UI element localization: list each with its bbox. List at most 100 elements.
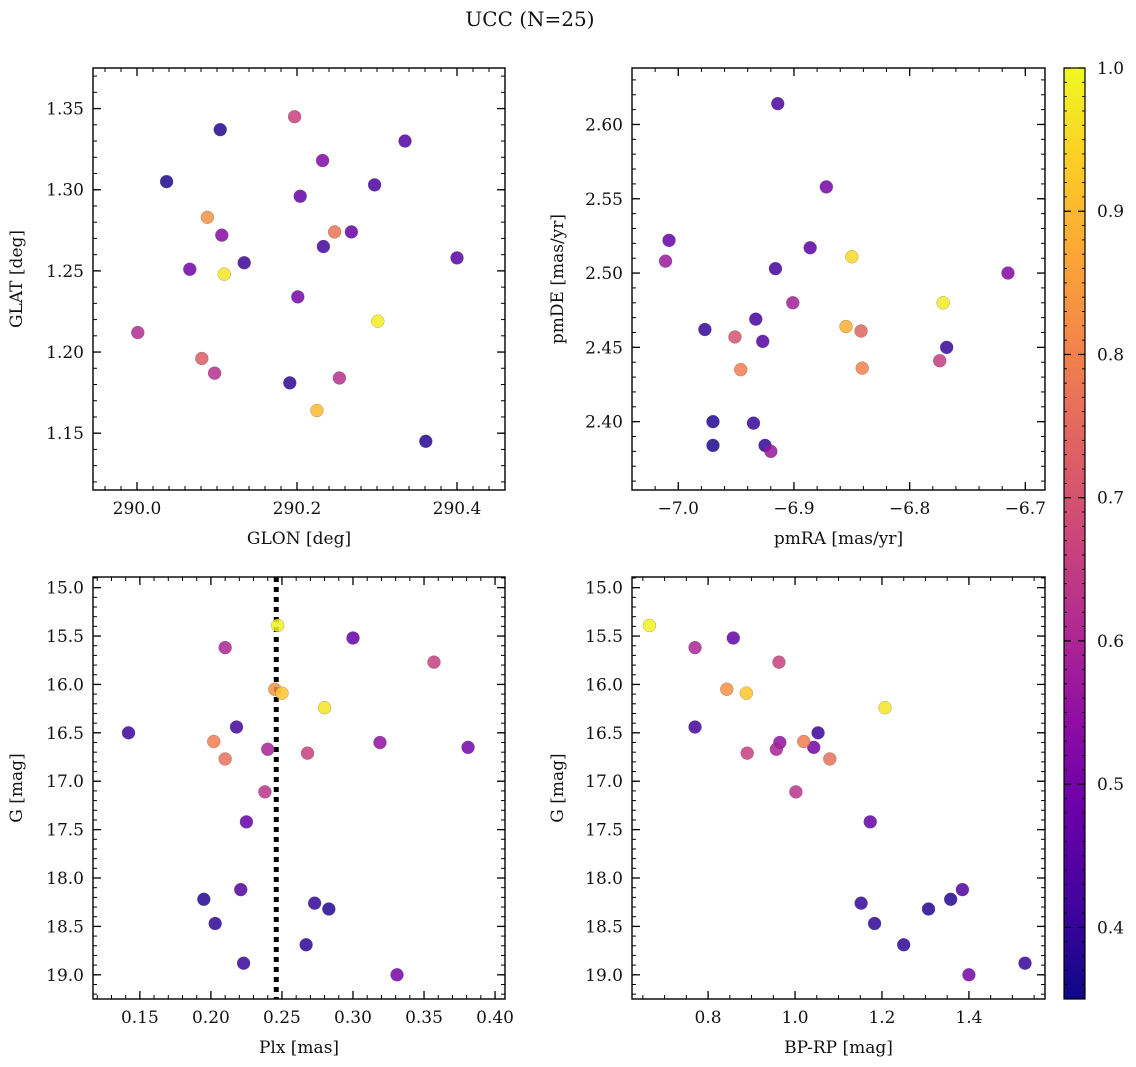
scatter-point	[398, 134, 412, 148]
scatter-point	[307, 896, 322, 910]
scatter-point	[371, 314, 385, 328]
scatter-point	[854, 896, 868, 910]
y-tick-label: 16.0	[585, 675, 623, 695]
scatter-point	[768, 261, 783, 276]
scatter-point	[373, 735, 387, 750]
scatter-point	[797, 734, 811, 749]
x-tick-label: −6.8	[889, 499, 930, 519]
x-tick-label: 0.20	[192, 1008, 230, 1028]
scatter-point	[688, 720, 702, 734]
scatter-point	[261, 742, 275, 756]
scatter-point	[218, 640, 232, 655]
y-tick-label: 15.5	[46, 627, 84, 647]
axes-frame	[92, 576, 506, 1000]
scatter-point	[315, 153, 330, 168]
y-tick-label: 16.0	[46, 675, 84, 695]
scatter-point	[215, 228, 229, 242]
x-tick-label: 1.4	[955, 1008, 982, 1028]
y-tick-label: 1.25	[46, 262, 84, 282]
y-axis-label: pmDE [mas/yr]	[548, 214, 568, 344]
scatter-point	[867, 916, 882, 931]
scatter-point	[1001, 266, 1015, 280]
scatter-point	[207, 734, 221, 749]
scatter-point	[642, 618, 657, 633]
scatter-point	[939, 340, 954, 355]
scatter-point	[258, 785, 272, 799]
scatter-point	[688, 640, 702, 655]
scatter-point	[239, 815, 254, 829]
scatter-point	[955, 882, 970, 897]
y-tick-label: 17.0	[46, 772, 84, 792]
y-tick-label: 18.5	[46, 917, 84, 937]
scatter-point	[131, 325, 145, 340]
x-tick-label: 290.4	[433, 499, 482, 519]
y-tick-label: 18.0	[46, 869, 84, 889]
scatter-point	[332, 371, 347, 385]
scatter-point	[121, 726, 136, 740]
colorbar-tick-label: 0.8	[1097, 345, 1124, 365]
scatter-point	[706, 438, 720, 453]
scatter-point	[936, 296, 950, 310]
x-axis-label: pmRA [mas/yr]	[774, 529, 903, 549]
scatter-point	[740, 746, 754, 760]
scatter-point	[346, 631, 360, 645]
scatter-point	[390, 968, 404, 982]
scatter-point	[746, 416, 761, 430]
scatter-point	[769, 742, 784, 756]
scatter-point	[213, 122, 227, 137]
scatter-point	[720, 682, 734, 696]
x-tick-label: 0.40	[476, 1008, 514, 1028]
y-tick-label: 1.15	[46, 424, 84, 444]
scatter-panel-2: −7.0 −6.9 −6.8 −6.7 2.40 2.45 2.50 2.55 2.60 pmRA…	[548, 67, 1046, 549]
scatter-point	[317, 700, 332, 715]
x-axis-label: GLON [deg]	[247, 529, 351, 549]
scatter-point	[217, 267, 231, 281]
scatter-point	[236, 956, 251, 970]
colorbar-tick-label: 0.5	[1097, 775, 1124, 795]
scatter-panel-1: 290.0 290.2 290.4 1.15 1.20 1.25 1.30 1.35 GLON …	[7, 67, 506, 549]
x-tick-label: 1.2	[868, 1008, 895, 1028]
scatter-point	[658, 254, 673, 268]
colorbar: 0.4 0.5 0.6 0.7 0.8 0.9 1.0	[1063, 59, 1124, 1000]
scatter-point	[322, 902, 336, 916]
scatter-point	[183, 262, 197, 276]
scatter-point	[749, 312, 763, 326]
y-tick-label: 15.0	[585, 579, 623, 599]
y-tick-label: 16.5	[585, 724, 623, 744]
scatter-point	[897, 938, 911, 952]
scatter-panel-4: 0.8 1.0 1.2 1.4 15.0 15.5 16.0 16.5 17.0 17.5 18.0…	[548, 576, 1046, 1058]
y-tick-label: 16.5	[46, 724, 84, 744]
scatter-point	[786, 296, 800, 310]
x-tick-label: 0.30	[334, 1008, 372, 1028]
x-tick-label: 0.8	[695, 1008, 722, 1028]
scatter-point	[283, 376, 297, 390]
scatter-point	[772, 655, 786, 669]
scatter-point	[789, 785, 803, 799]
scatter-point	[287, 109, 302, 124]
scatter-point	[728, 330, 742, 344]
scatter-point	[756, 334, 770, 349]
y-tick-label: 17.5	[46, 821, 84, 841]
x-tick-label: 0.25	[263, 1008, 301, 1028]
colorbar-tick-label: 1.0	[1097, 59, 1124, 79]
scatter-point	[367, 178, 382, 192]
scatter-point	[807, 740, 821, 755]
scatter-point	[706, 414, 720, 429]
y-tick-label: 19.0	[585, 966, 623, 986]
axes-frame	[92, 67, 506, 491]
y-tick-label: 2.40	[585, 413, 623, 433]
scatter-point	[823, 752, 837, 766]
scatter-point	[962, 968, 976, 982]
scatter-point	[921, 902, 936, 916]
colorbar-tick-label: 0.7	[1097, 489, 1124, 509]
scatter-point	[764, 444, 778, 459]
y-tick-label: 2.60	[585, 115, 623, 135]
scatter-point	[726, 631, 740, 645]
scatter-point	[327, 225, 342, 239]
scatter-point	[662, 233, 676, 248]
y-tick-label: 15.5	[585, 627, 623, 647]
scatter-panel-3: 0.15 0.20 0.25 0.30 0.35 0.40 15.0 15.5 16.0 16.5…	[7, 576, 514, 1058]
scatter-point	[803, 241, 817, 255]
colorbar-gradient	[1063, 67, 1086, 1000]
scatter-point	[275, 686, 289, 700]
